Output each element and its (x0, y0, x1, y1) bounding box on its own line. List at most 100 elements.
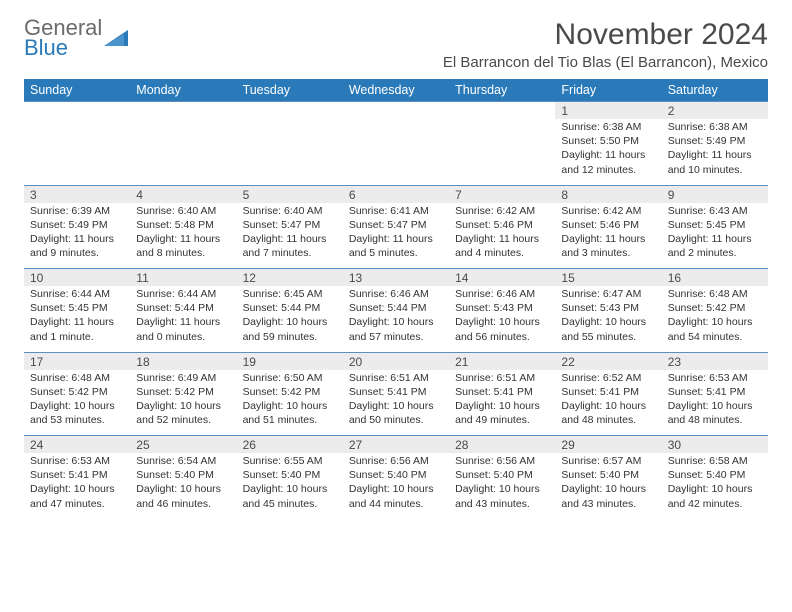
daylight-line2: and 0 minutes. (136, 330, 230, 344)
daylight-line2: and 57 minutes. (349, 330, 443, 344)
month-title: November 2024 (443, 18, 768, 52)
brand-line2: Blue (24, 38, 102, 58)
daylight-line1: Daylight: 10 hours (668, 399, 762, 413)
day-number: 5 (237, 185, 343, 203)
day-number: 26 (237, 436, 343, 454)
day-cell: Sunrise: 6:44 AMSunset: 5:44 PMDaylight:… (130, 286, 236, 352)
sunrise-text: Sunrise: 6:44 AM (30, 287, 124, 301)
sunrise-text: Sunrise: 6:42 AM (455, 204, 549, 218)
day-number (343, 102, 449, 120)
daylight-line2: and 56 minutes. (455, 330, 549, 344)
day-cell: Sunrise: 6:50 AMSunset: 5:42 PMDaylight:… (237, 370, 343, 436)
daylight-line2: and 42 minutes. (668, 497, 762, 511)
sunrise-text: Sunrise: 6:51 AM (455, 371, 549, 385)
day-cell: Sunrise: 6:40 AMSunset: 5:48 PMDaylight:… (130, 203, 236, 269)
daylight-line1: Daylight: 10 hours (455, 399, 549, 413)
sunrise-text: Sunrise: 6:56 AM (455, 454, 549, 468)
day-number: 18 (130, 352, 236, 370)
day-number: 6 (343, 185, 449, 203)
sunset-text: Sunset: 5:48 PM (136, 218, 230, 232)
title-block: November 2024 El Barrancon del Tio Blas … (443, 18, 768, 71)
sunrise-text: Sunrise: 6:43 AM (668, 204, 762, 218)
sunset-text: Sunset: 5:49 PM (30, 218, 124, 232)
sunrise-text: Sunrise: 6:50 AM (243, 371, 337, 385)
daylight-line2: and 2 minutes. (668, 246, 762, 260)
daylight-line2: and 50 minutes. (349, 413, 443, 427)
daylight-line2: and 43 minutes. (561, 497, 655, 511)
sunrise-text: Sunrise: 6:40 AM (243, 204, 337, 218)
sunrise-text: Sunrise: 6:57 AM (561, 454, 655, 468)
day-cell: Sunrise: 6:43 AMSunset: 5:45 PMDaylight:… (662, 203, 768, 269)
sunrise-text: Sunrise: 6:38 AM (561, 120, 655, 134)
sunset-text: Sunset: 5:45 PM (30, 301, 124, 315)
sunset-text: Sunset: 5:41 PM (561, 385, 655, 399)
day-cell: Sunrise: 6:53 AMSunset: 5:41 PMDaylight:… (24, 453, 130, 519)
day-number: 24 (24, 436, 130, 454)
sunset-text: Sunset: 5:44 PM (349, 301, 443, 315)
daylight-line1: Daylight: 11 hours (136, 232, 230, 246)
daylight-line2: and 44 minutes. (349, 497, 443, 511)
sunset-text: Sunset: 5:42 PM (243, 385, 337, 399)
day-cell: Sunrise: 6:42 AMSunset: 5:46 PMDaylight:… (449, 203, 555, 269)
day-cell: Sunrise: 6:46 AMSunset: 5:43 PMDaylight:… (449, 286, 555, 352)
sunrise-text: Sunrise: 6:49 AM (136, 371, 230, 385)
sunrise-text: Sunrise: 6:56 AM (349, 454, 443, 468)
dow-row: SundayMondayTuesdayWednesdayThursdayFrid… (24, 79, 768, 102)
daylight-line2: and 46 minutes. (136, 497, 230, 511)
daylight-line1: Daylight: 11 hours (243, 232, 337, 246)
day-cell: Sunrise: 6:58 AMSunset: 5:40 PMDaylight:… (662, 453, 768, 519)
daynum-row: 3456789 (24, 185, 768, 203)
day-cell: Sunrise: 6:38 AMSunset: 5:49 PMDaylight:… (662, 119, 768, 185)
day-cell: Sunrise: 6:44 AMSunset: 5:45 PMDaylight:… (24, 286, 130, 352)
day-number: 22 (555, 352, 661, 370)
daylight-line2: and 3 minutes. (561, 246, 655, 260)
day-number (130, 102, 236, 120)
day-number: 14 (449, 269, 555, 287)
day-number: 13 (343, 269, 449, 287)
daylight-line2: and 59 minutes. (243, 330, 337, 344)
sunrise-text: Sunrise: 6:41 AM (349, 204, 443, 218)
day-number: 27 (343, 436, 449, 454)
daylight-line1: Daylight: 11 hours (30, 315, 124, 329)
sunset-text: Sunset: 5:49 PM (668, 134, 762, 148)
daylight-line1: Daylight: 10 hours (455, 315, 549, 329)
calendar-table: SundayMondayTuesdayWednesdayThursdayFrid… (24, 79, 768, 519)
day-cell: Sunrise: 6:42 AMSunset: 5:46 PMDaylight:… (555, 203, 661, 269)
sunset-text: Sunset: 5:43 PM (561, 301, 655, 315)
day-cell: Sunrise: 6:45 AMSunset: 5:44 PMDaylight:… (237, 286, 343, 352)
day-cell: Sunrise: 6:47 AMSunset: 5:43 PMDaylight:… (555, 286, 661, 352)
sunrise-text: Sunrise: 6:38 AM (668, 120, 762, 134)
day-cell: Sunrise: 6:48 AMSunset: 5:42 PMDaylight:… (662, 286, 768, 352)
day-number: 15 (555, 269, 661, 287)
daylight-line1: Daylight: 10 hours (30, 399, 124, 413)
sunrise-text: Sunrise: 6:53 AM (30, 454, 124, 468)
day-number: 20 (343, 352, 449, 370)
day-cell: Sunrise: 6:40 AMSunset: 5:47 PMDaylight:… (237, 203, 343, 269)
day-number (237, 102, 343, 120)
day-cell: Sunrise: 6:56 AMSunset: 5:40 PMDaylight:… (449, 453, 555, 519)
content-row: Sunrise: 6:38 AMSunset: 5:50 PMDaylight:… (24, 119, 768, 185)
daylight-line1: Daylight: 10 hours (349, 482, 443, 496)
day-number: 7 (449, 185, 555, 203)
daylight-line2: and 51 minutes. (243, 413, 337, 427)
day-cell (449, 119, 555, 185)
day-cell: Sunrise: 6:41 AMSunset: 5:47 PMDaylight:… (343, 203, 449, 269)
day-cell (343, 119, 449, 185)
day-number: 9 (662, 185, 768, 203)
brand-triangle-icon (104, 28, 132, 48)
daylight-line2: and 43 minutes. (455, 497, 549, 511)
sunset-text: Sunset: 5:42 PM (30, 385, 124, 399)
daylight-line1: Daylight: 11 hours (561, 148, 655, 162)
content-row: Sunrise: 6:48 AMSunset: 5:42 PMDaylight:… (24, 370, 768, 436)
dow-friday: Friday (555, 79, 661, 102)
dow-wednesday: Wednesday (343, 79, 449, 102)
sunrise-text: Sunrise: 6:40 AM (136, 204, 230, 218)
day-number: 4 (130, 185, 236, 203)
sunset-text: Sunset: 5:46 PM (455, 218, 549, 232)
daylight-line2: and 10 minutes. (668, 163, 762, 177)
daylight-line1: Daylight: 10 hours (668, 482, 762, 496)
sunset-text: Sunset: 5:41 PM (668, 385, 762, 399)
daylight-line2: and 8 minutes. (136, 246, 230, 260)
header: General Blue November 2024 El Barrancon … (24, 18, 768, 71)
day-number: 8 (555, 185, 661, 203)
